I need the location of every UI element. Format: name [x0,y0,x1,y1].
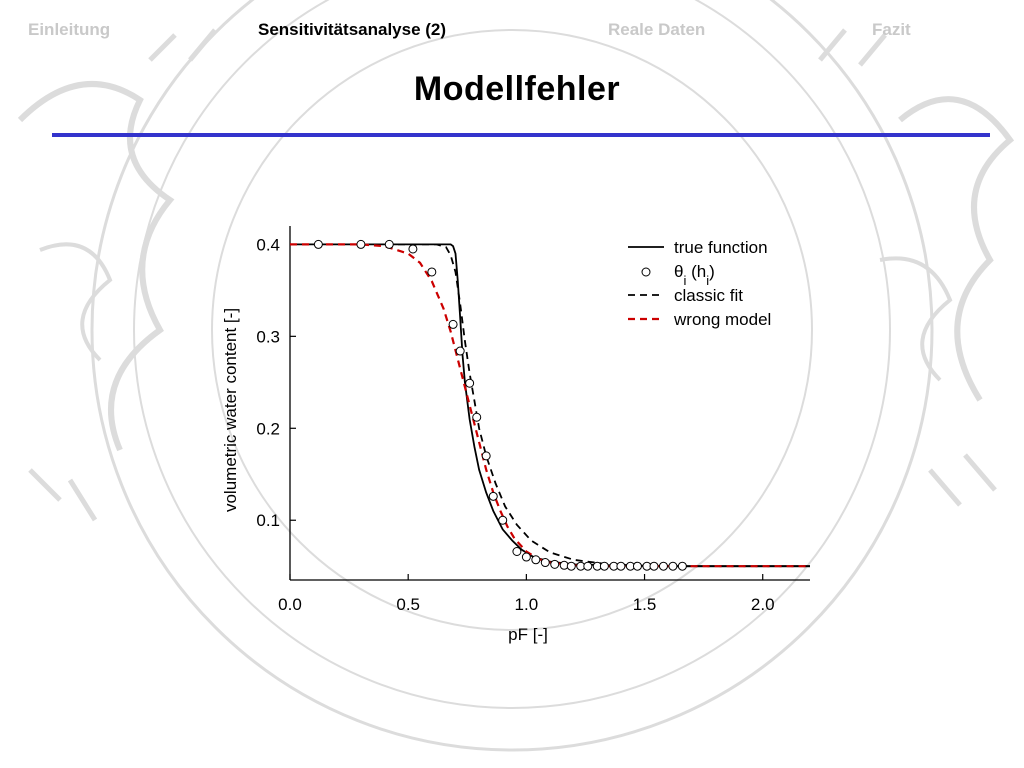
y-tick-label: 0.1 [256,511,280,530]
x-tick-label: 1.0 [515,595,539,614]
observation-point [472,412,482,422]
observation-point [408,244,418,254]
chart-axes: 0.0 0.5 1.0 1.5 2.0 0.1 0.2 0.3 0.4 [256,226,810,614]
observation-point [384,239,394,249]
x-axis-label: pF [-] [508,625,548,644]
observation-point [649,561,659,571]
legend-label: θi (hi) [674,262,715,288]
observation-point [455,346,465,356]
legend-marker [641,267,651,277]
x-tick-label: 0.0 [278,595,302,614]
legend-label: wrong model [673,310,771,329]
observation-point [583,561,593,571]
y-tick-label: 0.3 [256,327,280,346]
observation-point [356,239,366,249]
observation-point [465,378,475,388]
chart-plot-area [290,239,810,571]
nav-item-sensitivitaetsanalyse[interactable]: Sensitivitätsanalyse (2) [258,20,447,39]
section-navigation: Einleitung Sensitivitätsanalyse (2) Real… [0,20,1024,44]
observation-point [448,319,458,329]
x-tick-label: 1.5 [633,595,657,614]
x-tick-label: 2.0 [751,595,775,614]
observation-point [550,559,560,569]
observation-point [677,561,687,571]
observation-point [521,552,531,562]
observation-point [498,515,508,525]
observation-point [313,239,323,249]
observation-point [632,561,642,571]
legend-label: true function [674,238,768,257]
observation-point [599,561,609,571]
y-tick-label: 0.2 [256,419,280,438]
y-axis-label: volumetric water content [-] [221,308,240,512]
observation-point [668,561,678,571]
legend-label: classic fit [674,286,743,305]
nav-item-einleitung[interactable]: Einleitung [28,20,111,39]
observation-point [531,555,541,565]
observation-point [512,546,522,556]
x-tick-label: 0.5 [396,595,420,614]
observation-point [540,558,550,568]
observation-point [481,451,491,461]
nav-item-reale-daten[interactable]: Reale Daten [608,20,706,39]
series-line-classic [290,243,810,568]
chart-legend: true function θi (hi)classic fit wrong mod… [628,238,771,329]
observation-point [427,267,437,277]
observation-point [566,561,576,571]
observation-point [658,561,668,571]
y-tick-label: 0.4 [256,235,280,254]
nav-item-fazit[interactable]: Fazit [872,20,911,39]
title-underline [52,133,990,137]
observation-point [488,491,498,501]
observation-point [616,561,626,571]
page-title: Modellfehler [413,70,621,108]
